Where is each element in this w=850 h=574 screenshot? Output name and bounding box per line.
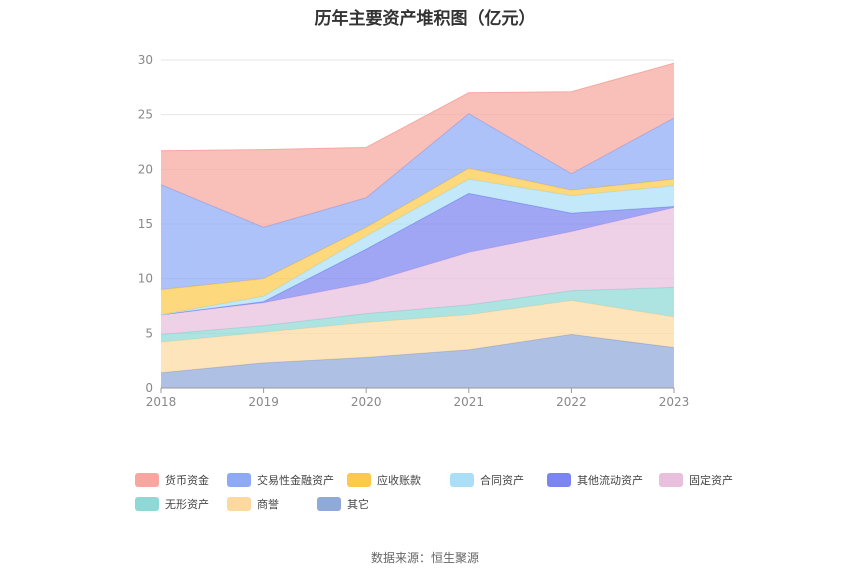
data-source: 数据来源：恒生聚源 (370, 551, 479, 565)
x-tick-label: 2020 (351, 395, 382, 409)
x-tick-label: 2018 (146, 395, 177, 409)
y-tick-label: 10 (138, 272, 153, 286)
legend-label: 应收账款 (377, 474, 421, 487)
legend-label: 合同资产 (480, 474, 524, 487)
area-series (161, 179, 674, 315)
legend-swatch (450, 473, 474, 487)
y-tick-label: 5 (145, 326, 153, 340)
area-series (161, 193, 674, 315)
legend-item[interactable]: 应收账款 (347, 472, 421, 488)
legend-swatch (317, 497, 341, 511)
legend-swatch (347, 473, 371, 487)
legend-label: 货币资金 (165, 474, 209, 487)
legend-item[interactable]: 商誉 (227, 496, 279, 512)
stacked-area-chart: 0 5 10 15 20 25 30 2018 2019 2020 2021 2022 2023 (138, 53, 690, 409)
area-series (161, 287, 674, 343)
legend-label: 无形资产 (165, 498, 209, 511)
area-series (161, 300, 674, 373)
area-series (161, 207, 674, 335)
series-line (160, 62, 675, 152)
legend-swatch (227, 473, 251, 487)
legend-item[interactable]: 其它 (317, 496, 369, 512)
legend-item[interactable]: 交易性金融资产 (227, 472, 334, 488)
area-series (161, 334, 674, 388)
legend-label: 固定资产 (689, 474, 733, 487)
area-series (161, 113, 674, 290)
legend-swatch (227, 497, 251, 511)
legend-label: 其他流动资产 (577, 474, 643, 487)
legend-swatch (135, 497, 159, 511)
y-tick-label: 15 (138, 217, 153, 231)
y-tick-label: 20 (138, 162, 153, 176)
legend-item[interactable]: 其他流动资产 (547, 472, 643, 488)
legend-item[interactable]: 货币资金 (135, 472, 209, 488)
legend-label: 交易性金融资产 (257, 474, 334, 487)
y-tick-label: 0 (145, 381, 153, 395)
legend-label: 商誉 (257, 498, 279, 511)
series-line (160, 192, 675, 316)
area-series (161, 168, 674, 315)
x-tick-label: 2022 (556, 395, 587, 409)
legend-item[interactable]: 固定资产 (659, 472, 733, 488)
y-tick-label: 30 (138, 53, 153, 67)
legend-swatch (547, 473, 571, 487)
area-series (161, 63, 674, 228)
legend-swatch (659, 473, 683, 487)
x-tick-label: 2021 (454, 395, 485, 409)
x-tick-label: 2019 (248, 395, 279, 409)
x-tick-label: 2023 (659, 395, 690, 409)
chart-title: 历年主要资产堆积图（亿元） (314, 9, 536, 29)
legend-item[interactable]: 无形资产 (135, 496, 209, 512)
legend-swatch (135, 473, 159, 487)
legend-label: 其它 (347, 498, 369, 511)
y-tick-label: 25 (138, 108, 153, 122)
legend-item[interactable]: 合同资产 (450, 472, 524, 488)
